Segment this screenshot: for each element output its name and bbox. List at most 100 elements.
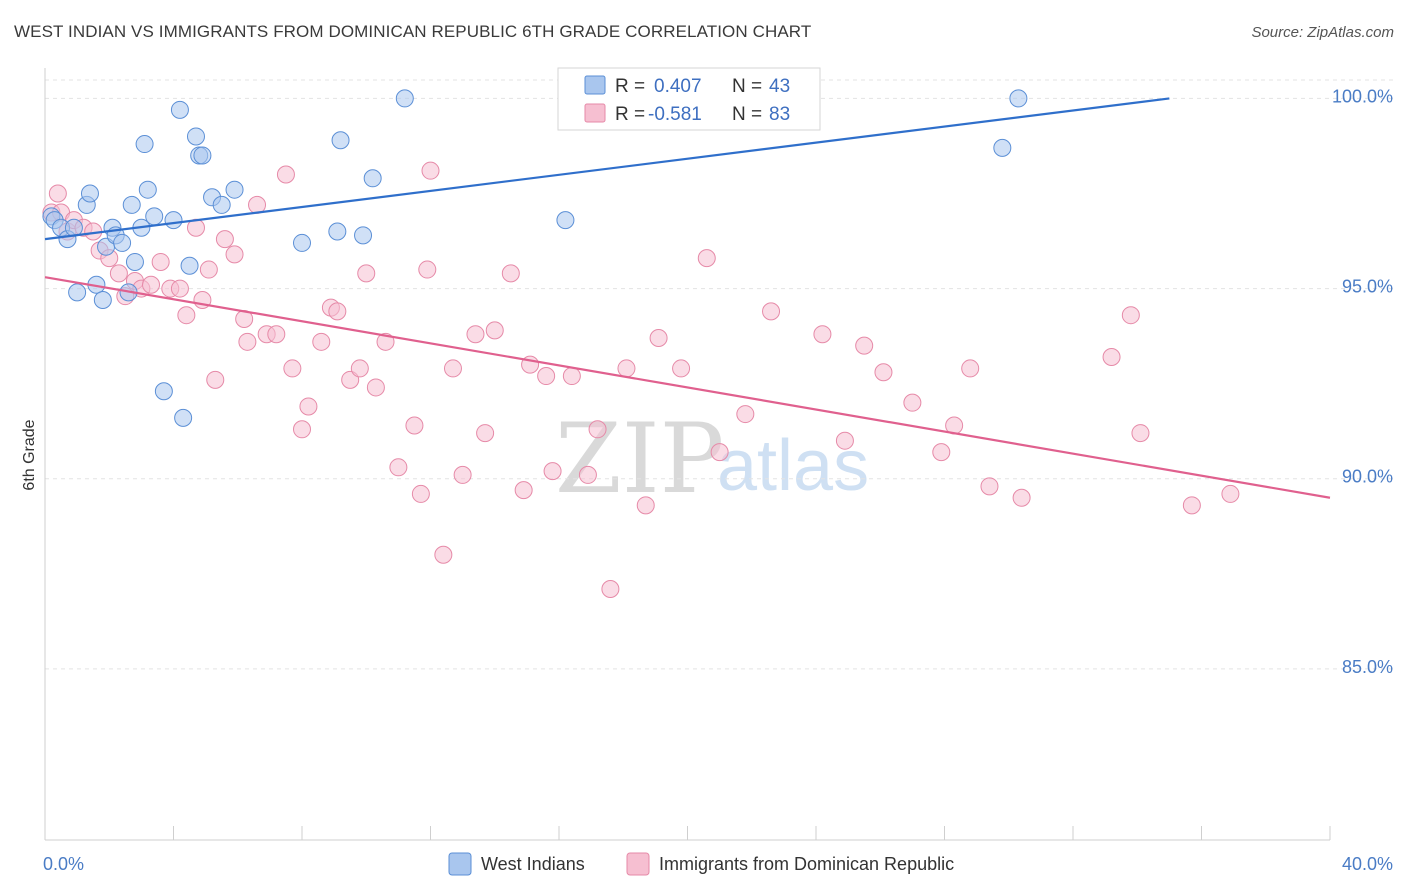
dominican-point	[215, 230, 234, 249]
west-indian-point	[80, 184, 99, 203]
dominican-point	[411, 484, 430, 503]
dominican-point	[1182, 496, 1201, 515]
legend-swatch-dominican	[584, 103, 606, 123]
gridlines	[45, 79, 1393, 670]
west-indian-point	[154, 382, 173, 401]
y-tick-labels: 85.0% 90.0% 95.0% 100.0%	[1332, 86, 1393, 676]
dominican-point	[238, 332, 257, 351]
west-indian-point	[212, 195, 231, 214]
watermark-zip: ZIP	[555, 403, 724, 515]
west-indian-point	[328, 222, 347, 241]
west-indian-point	[174, 408, 193, 427]
x-tick-label: 0.0%	[43, 854, 84, 874]
dominican-point	[562, 367, 581, 386]
y-axis-label: 6th Grade	[21, 419, 38, 490]
dominican-point	[543, 462, 562, 481]
dominican-point	[434, 545, 453, 564]
dominican-point	[636, 496, 655, 515]
dominican-point	[357, 264, 376, 283]
dominican-point	[1131, 424, 1150, 443]
dominican-point	[485, 321, 504, 340]
watermark: ZIP atlas	[555, 403, 869, 515]
dominican-point	[225, 245, 244, 264]
west-indian-point	[193, 146, 212, 165]
y-tick-label: 85.0%	[1342, 657, 1393, 677]
west-indian-point	[354, 226, 373, 245]
dominican-point	[1102, 348, 1121, 367]
west-indian-point	[122, 195, 141, 214]
dominican-point	[199, 260, 218, 279]
west-indian-point	[180, 256, 199, 275]
bottom-legend-swatch-west-indians	[448, 852, 472, 876]
dominican-point	[350, 359, 369, 378]
y-tick-label: 100.0%	[1332, 86, 1393, 106]
legend-swatch-west-indians	[584, 75, 606, 95]
west-indian-point	[395, 89, 414, 108]
axes	[44, 68, 1331, 841]
west-indian-point	[293, 233, 311, 252]
dominican-point	[1012, 488, 1031, 507]
dominican-point	[366, 378, 385, 397]
y-tick-label: 95.0%	[1342, 277, 1393, 297]
dominican-point	[267, 325, 286, 344]
dominican-point	[501, 264, 520, 283]
trend-line-dominican	[44, 276, 1331, 499]
dominican-point	[48, 184, 67, 203]
dominican-point	[762, 302, 781, 321]
west-indian-point	[331, 131, 350, 150]
dominican-point	[376, 332, 395, 351]
west-indian-point	[170, 100, 189, 119]
dominican-point	[874, 363, 893, 382]
legend-n-label: N =	[732, 76, 762, 97]
west-indian-point	[225, 180, 244, 199]
west-indian-point	[138, 180, 157, 199]
series-dominican-points	[42, 161, 1240, 599]
dominican-point	[649, 329, 668, 348]
bottom-legend-label-dominican: Immigrants from Dominican Republic	[659, 854, 954, 874]
dominican-point	[206, 370, 225, 389]
dominican-point	[276, 165, 295, 184]
dominican-point	[443, 359, 462, 378]
dominican-point	[170, 279, 189, 298]
dominican-point	[601, 580, 620, 599]
trend-lines	[44, 97, 1331, 499]
west-indian-point	[1009, 89, 1028, 108]
dominican-point	[537, 367, 556, 386]
legend-n-value: 83	[769, 104, 790, 125]
chart-title: WEST INDIAN VS IMMIGRANTS FROM DOMINICAN…	[14, 22, 812, 41]
dominican-point	[421, 161, 440, 180]
dominican-point	[617, 359, 636, 378]
dominican-point	[578, 465, 597, 484]
dominican-point	[961, 359, 980, 378]
dominican-point	[312, 332, 331, 351]
dominican-point	[389, 458, 408, 477]
dominican-point	[1121, 306, 1140, 325]
dominican-point	[514, 481, 533, 500]
dominican-point	[903, 393, 922, 412]
west-indian-point	[135, 135, 154, 154]
legend-r-value: 0.407	[654, 76, 702, 97]
west-indian-point	[186, 127, 205, 146]
west-indian-point	[164, 211, 183, 230]
dominican-point	[476, 424, 495, 443]
dominican-point	[710, 443, 729, 462]
legend-n-label: N =	[732, 104, 762, 125]
x-tick-labels: 0.0% 40.0%	[43, 854, 1393, 874]
bottom-legend-label-west-indians: West Indians	[481, 854, 585, 874]
dominican-point	[736, 405, 755, 424]
y-tick-label: 90.0%	[1342, 467, 1393, 487]
dominican-point	[142, 275, 161, 294]
dominican-point	[293, 420, 311, 439]
dominican-point	[672, 359, 691, 378]
west-indian-point	[93, 290, 112, 309]
dominican-point	[177, 306, 196, 325]
dominican-point	[283, 359, 302, 378]
dominican-point	[299, 397, 318, 416]
west-indian-point	[363, 169, 382, 188]
dominican-point	[1221, 484, 1240, 503]
dominican-point	[980, 477, 999, 496]
legend-r-value: -0.581	[648, 104, 702, 125]
dominican-point	[835, 431, 854, 450]
west-indian-point	[556, 211, 575, 230]
x-tick-label: 40.0%	[1342, 854, 1393, 874]
